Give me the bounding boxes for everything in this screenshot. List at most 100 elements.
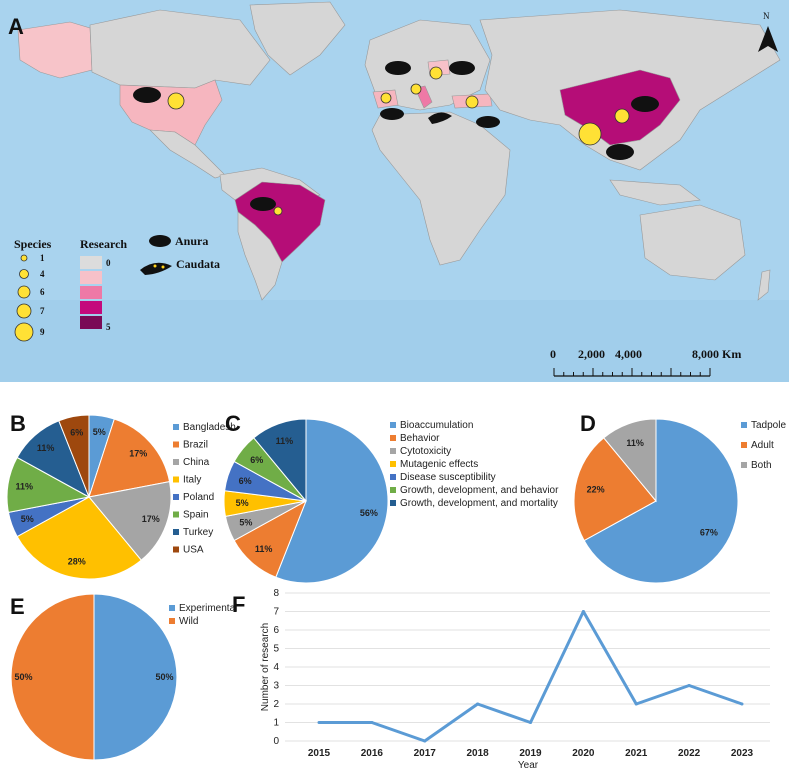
map-panel: A N Species 1 4 6 7 9 Research 0 5 Anura Cau…: [0, 0, 789, 385]
pie-d-label-2: 11%: [626, 438, 644, 448]
data-point-1: [370, 721, 374, 724]
pie-c-label-2: 5%: [239, 518, 252, 528]
data-point-8: [740, 702, 744, 706]
pie-e-slice-0: [93, 593, 178, 761]
legend-label-c-6: Growth, development, and mortality: [400, 498, 558, 509]
species-legend-circle-0: [20, 254, 28, 262]
greenland: [249, 1, 346, 76]
pie-e-label-0: 50%: [156, 672, 174, 682]
legend-swatch-b-6: [173, 529, 179, 535]
x-tick-label-8: 2023: [731, 748, 754, 759]
data-point-5: [581, 610, 585, 613]
legend-label-e-0: Experimental: [179, 603, 237, 614]
species-point-4: [410, 83, 422, 95]
pie-b-slice-2: [88, 481, 172, 561]
legend-label-c-0: Bioaccumulation: [400, 420, 473, 431]
species-legend-circle-2: [17, 285, 31, 299]
panel-label-b: B: [10, 411, 26, 436]
legend-swatch-e-0: [169, 605, 175, 611]
legend-swatch-c-3: [390, 461, 396, 467]
legend-swatch-e-1: [169, 618, 175, 624]
x-axis-title: Year: [518, 760, 539, 771]
australia: [639, 204, 746, 281]
x-tick-label-6: 2021: [625, 748, 648, 759]
legend-swatch-c-4: [390, 474, 396, 480]
species-legend-title: Species: [14, 237, 52, 251]
species-point-2: [380, 92, 392, 104]
anura-marker-europe-2: [449, 61, 475, 75]
panel-label-f: F: [232, 592, 245, 617]
canada: [89, 9, 271, 89]
legend-swatch-d-0: [741, 422, 747, 428]
anura-marker-brazil: [250, 197, 276, 211]
species-legend: Species 1 4 6 7 9: [14, 237, 52, 342]
caudata-legend-label: Caudata: [176, 257, 220, 271]
pie-b-slice-7: [58, 414, 90, 498]
north-arrow: N: [758, 11, 778, 52]
anura-marker-usa: [133, 87, 161, 103]
scale-label-4000: 4,000: [615, 347, 642, 361]
anura-markers: [133, 61, 659, 211]
caudata-spot-2: [161, 265, 165, 269]
legend-label-b-4: Poland: [183, 492, 214, 503]
europe: [364, 19, 491, 111]
pie-d-slice-2: [603, 418, 657, 503]
species-points: [167, 66, 630, 216]
legend-label-b-3: Italy: [183, 475, 201, 486]
legend-label-d-2: Both: [751, 460, 772, 471]
pie-c-label-4: 6%: [239, 476, 252, 486]
research-legend-min: 0: [106, 258, 111, 268]
species-point-1: [273, 206, 283, 216]
research-legend-swatch-3: [80, 301, 102, 314]
legend-label-d-0: Tadpole: [751, 420, 786, 431]
legend-swatch-c-0: [390, 422, 396, 428]
pie-b-label-1: 17%: [129, 449, 147, 459]
north-arrow-icon: [758, 26, 778, 52]
legend-swatch-c-1: [390, 435, 396, 441]
pie-b-slice-1: [88, 418, 171, 498]
pie-chart-b: 5% 17% 17% 28% 5% 11% 11% 6% B Bangladesh Brazil Ch…: [6, 411, 236, 580]
indonesia: [609, 179, 701, 206]
pie-b-label-2: 17%: [142, 514, 160, 524]
species-legend-items: 1 4 6 7 9: [14, 253, 45, 342]
scale-label-2000: 2,000: [578, 347, 605, 361]
research-legend: Research 0 5: [80, 237, 127, 332]
pie-c-label-5: 6%: [250, 455, 263, 465]
legend-swatch-b-5: [173, 511, 179, 518]
scale-ticks: [553, 368, 711, 376]
pie-b-label-0: 5%: [93, 427, 106, 437]
pie-chart-c: 56% 11% 5% 5% 6% 6% 11% C Bioaccumulation Behavio…: [223, 411, 559, 584]
legend-swatch-c-5: [390, 487, 396, 493]
new-zealand: [757, 269, 771, 301]
legend-swatch-b-2: [173, 459, 179, 465]
species-legend-label-3: 7: [40, 306, 45, 316]
panel-label-c: C: [225, 411, 241, 436]
species-point-7: [578, 122, 602, 146]
data-point-3: [476, 702, 480, 706]
south-america-south: [237, 211, 283, 301]
data-point-2: [423, 739, 427, 743]
x-tick-label-2: 2017: [414, 748, 437, 759]
y-axis-title: Number of research: [260, 623, 271, 711]
anura-marker-spain: [380, 108, 404, 120]
y-tick-label-1: 1: [273, 718, 279, 729]
data-point-0: [317, 721, 321, 724]
legend-swatch-b-1: [173, 441, 179, 448]
pie-c-slice-0: [275, 418, 389, 584]
pie-chart-e: 50% 50% E Experimental Wild: [10, 593, 237, 761]
panel-label-a: A: [8, 14, 24, 39]
y-tick-label-8: 8: [273, 588, 279, 599]
panel-label-e: E: [10, 594, 25, 619]
research-legend-swatch-1: [80, 271, 102, 284]
pie-b-label-5: 11%: [15, 482, 33, 492]
scale-bar: 0 2,000 4,000 8,000 Km: [550, 347, 741, 377]
species-legend-circle-1: [19, 269, 29, 279]
panel-label-d: D: [580, 411, 596, 436]
taxa-legend: Anura Caudata: [140, 234, 220, 275]
pie-c-slice-6: [253, 418, 307, 503]
legend-swatch-d-2: [741, 462, 747, 468]
y-tick-label-2: 2: [273, 699, 279, 710]
species-point-0: [167, 92, 185, 110]
x-tick-label-1: 2016: [361, 748, 384, 759]
